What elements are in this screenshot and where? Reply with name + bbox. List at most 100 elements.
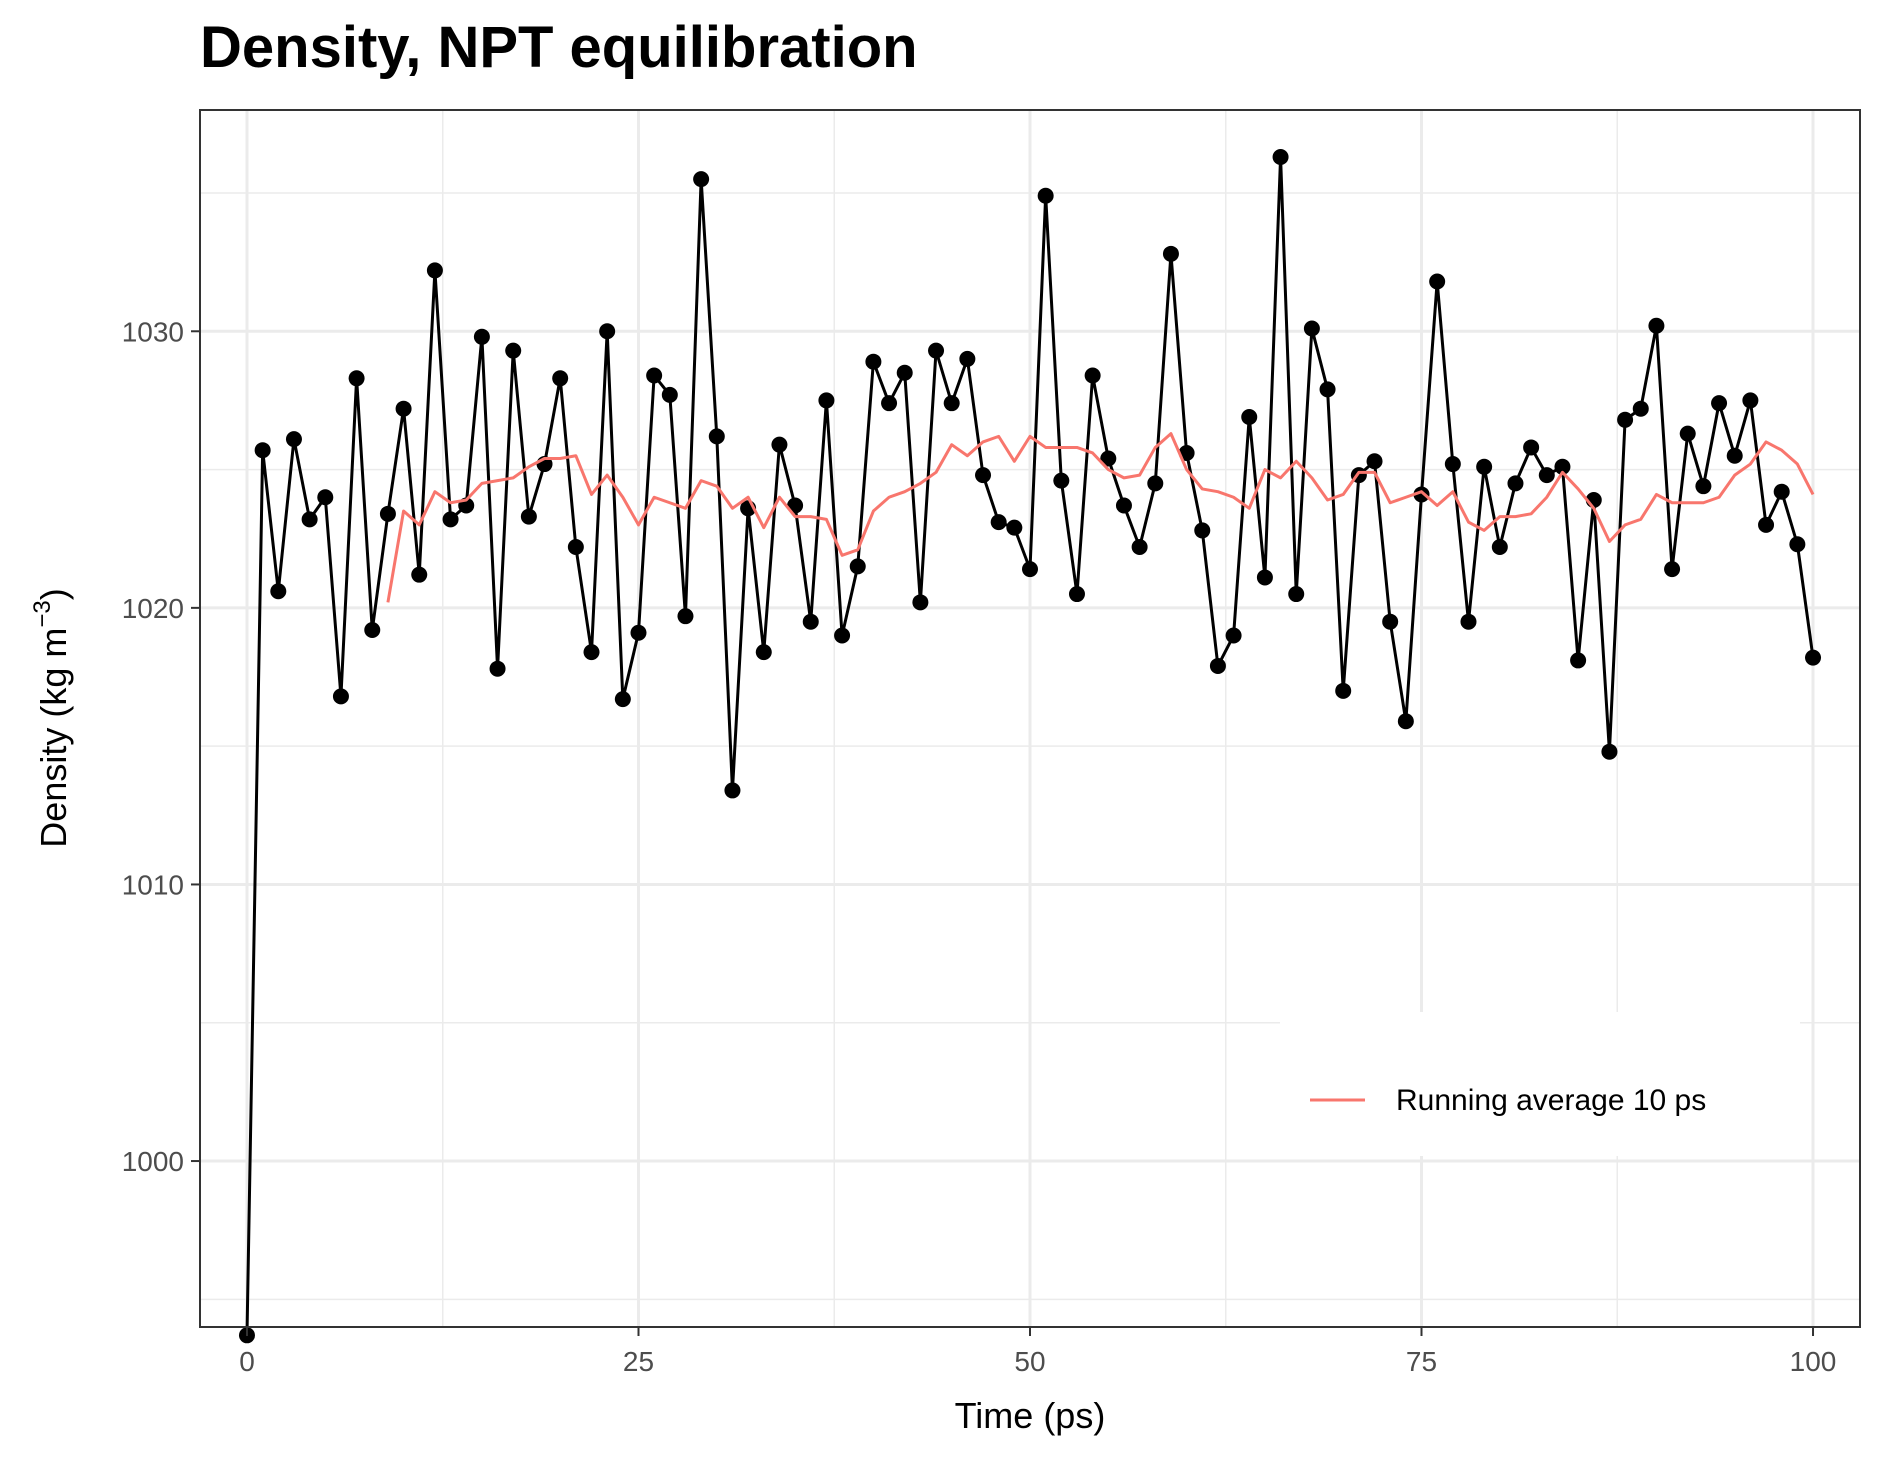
density-point [802,613,819,630]
density-point [771,436,788,453]
density-point [1554,458,1571,475]
density-point [1194,522,1211,539]
density-point [426,262,443,279]
density-point [1695,478,1712,495]
density-point [1037,187,1054,204]
density-point [724,782,741,799]
density-point [943,395,960,412]
y-tick-label: 1000 [122,1146,184,1177]
x-tick-labels: 0 25 50 75 100 [239,1346,1836,1377]
density-point [677,608,694,625]
density-point [1131,539,1148,556]
density-point [1084,367,1101,384]
density-point [1726,447,1743,464]
density-point [567,539,584,556]
density-point [1476,458,1493,475]
density-point [1632,400,1649,417]
density-point [1570,652,1587,669]
density-point [520,508,537,525]
density-point [1288,586,1305,603]
density-point [912,594,929,611]
legend: Running average 10 ps [1280,1012,1800,1156]
density-point [693,171,710,188]
y-tick-label: 1010 [122,869,184,900]
density-point [1711,395,1728,412]
density-point [1068,586,1085,603]
density-point [505,342,522,359]
density-point [1209,657,1226,674]
density-point [317,489,334,506]
density-point [599,323,616,340]
density-point [442,511,459,528]
density-point [364,621,381,638]
density-point [881,395,898,412]
density-point [332,688,349,705]
series-layer [238,149,1822,1344]
y-tick-labels: 1000 1010 1020 1030 [122,316,184,1177]
density-point [755,644,772,661]
axis-ticks [191,330,1815,1336]
density-point [1225,627,1242,644]
legend-background [1280,1012,1800,1156]
density-point [395,400,412,417]
density-point [646,367,663,384]
density-point [1601,743,1618,760]
density-point [630,624,647,641]
density-point [1789,536,1806,553]
density-point [1147,475,1164,492]
density-point [614,691,631,708]
density-point [348,370,365,387]
density-point [411,566,428,583]
y-axis-title: Density (kg m−3) [29,588,74,847]
x-tick-label: 25 [623,1346,654,1377]
density-point [489,660,506,677]
density-point [1648,317,1665,334]
density-point [379,505,396,522]
density-point [1617,411,1634,428]
density-point [818,392,835,409]
density-point [834,627,851,644]
density-point [1335,682,1352,699]
density-point [552,370,569,387]
density-point [1162,245,1179,262]
y-tick-label: 1030 [122,316,184,347]
density-point [1053,472,1070,489]
running-average-series-line [386,432,1815,603]
density-point [1272,149,1289,166]
density-point [1742,392,1759,409]
density-point [1491,539,1508,556]
density-point [1022,561,1038,578]
density-point [849,558,866,575]
density-point [1006,519,1023,536]
density-point [928,342,945,359]
density-point [473,328,490,345]
density-point [708,428,725,445]
density-point [254,442,271,459]
x-tick-label: 0 [239,1346,255,1377]
density-point [1429,273,1446,290]
density-point [1460,613,1477,630]
x-tick-label: 100 [1790,1346,1837,1377]
density-point [1100,450,1117,467]
density-point [1523,439,1540,456]
density-point [975,467,992,484]
density-point [1507,475,1524,492]
density-point [1538,467,1555,484]
legend-label-running-average: Running average 10 ps [1396,1084,1706,1117]
density-point [959,350,976,367]
density-point [270,583,287,600]
x-tick-label: 75 [1406,1346,1437,1377]
x-axis-title: Time (ps) [955,1395,1106,1436]
density-point [301,511,318,528]
y-axis-title-close: ) [33,588,74,600]
density-point [1366,453,1383,470]
density-point [583,644,600,661]
density-point [865,353,882,370]
y-axis-title-main: Density (kg m [33,628,74,848]
density-point [1115,497,1132,514]
density-point [896,364,913,381]
x-tick-label: 50 [1014,1346,1045,1377]
density-point [1664,561,1681,578]
density-point [1303,320,1320,337]
